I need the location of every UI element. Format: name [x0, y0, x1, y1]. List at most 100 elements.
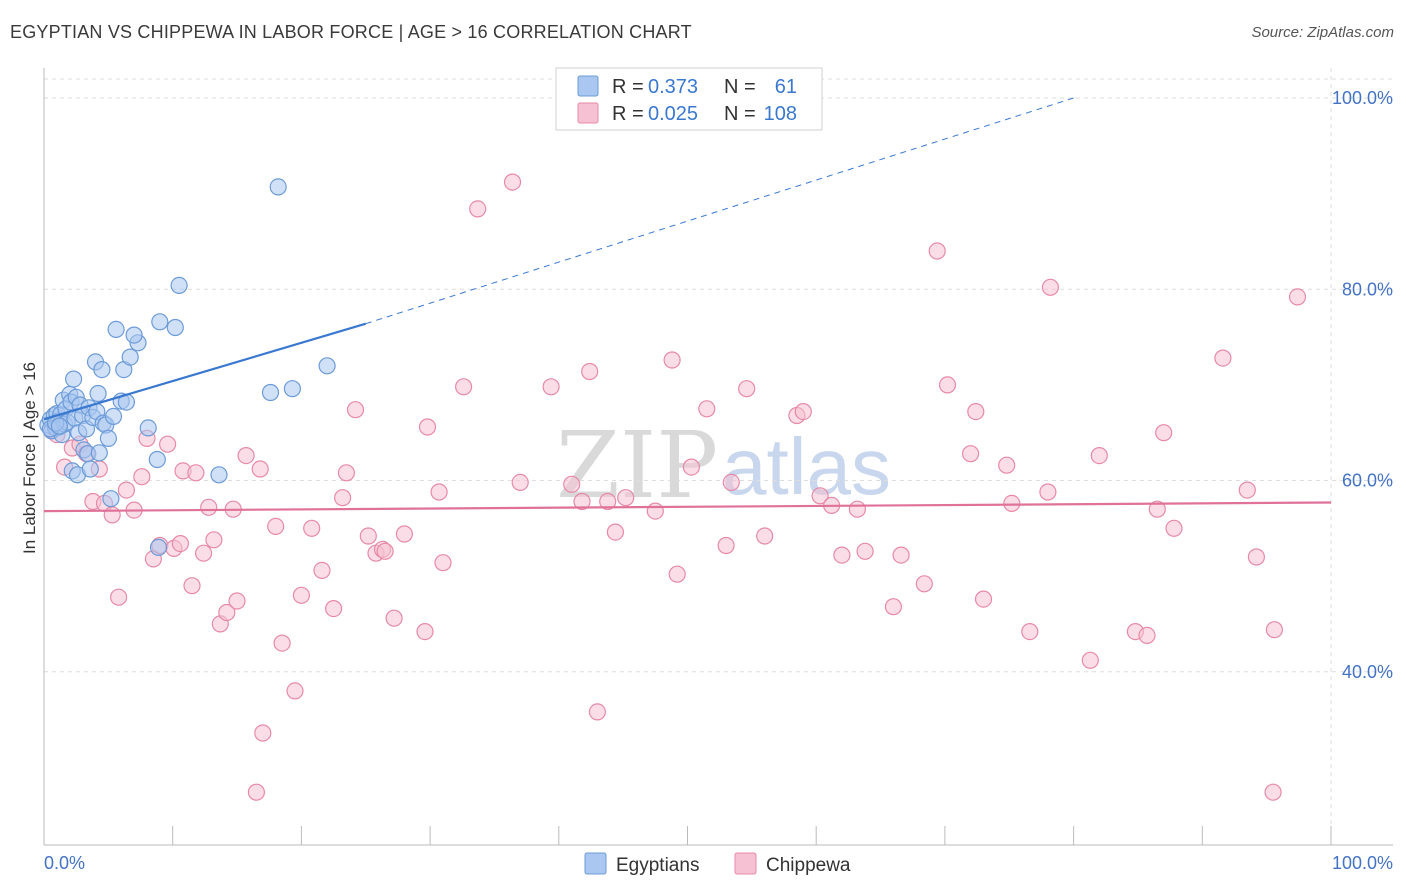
chippewa-point-34	[267, 517, 285, 536]
chippewa-point-79	[833, 546, 851, 564]
chippewa-point-56	[503, 173, 522, 191]
chippewa-point-9	[103, 506, 121, 524]
chippewa-point-63	[599, 492, 617, 511]
chippewa-point-41	[334, 489, 352, 507]
chippewa-point-72	[722, 473, 740, 491]
egyptians-point-50	[151, 313, 169, 331]
y-tick-label-3: 40.0%	[1342, 662, 1393, 682]
chippewa-point-69	[682, 458, 701, 476]
legend-box: R = 0.373 N = 61 R = 0.025 N = 108	[555, 67, 823, 131]
egyptians-point-47	[139, 419, 157, 437]
chippewa-point-103	[1238, 481, 1256, 499]
egyptians-point-39	[104, 407, 123, 425]
chippewa-point-17	[159, 435, 177, 453]
egyptians-point-17	[64, 370, 83, 388]
chippewa-point-85	[928, 242, 946, 260]
egyptians-point-55	[269, 178, 287, 196]
y-tick-label-2: 60.0%	[1342, 471, 1393, 491]
chippewa-point-98	[1138, 626, 1156, 645]
egyptians-trend-line	[43, 322, 367, 421]
egyptians-point-37	[99, 429, 118, 447]
bottom-legend-swatch-egyptians	[584, 852, 607, 875]
chippewa-point-33	[254, 724, 272, 742]
chippewa-point-48	[385, 609, 403, 627]
chippewa-point-47	[376, 542, 394, 560]
chippewa-point-80	[848, 500, 867, 518]
chippewa-point-77	[811, 487, 829, 505]
y-tick-label-0: 100.0%	[1332, 88, 1393, 108]
chippewa-point-11	[117, 481, 136, 499]
chippewa-point-50	[416, 622, 434, 641]
chippewa-point-23	[195, 544, 213, 562]
chippewa-point-64	[606, 523, 625, 541]
egyptians-point-33	[90, 444, 108, 462]
legend-n-label-chippewa: N =	[724, 103, 756, 125]
chippewa-point-100	[1155, 424, 1173, 442]
egyptians-point-46	[125, 326, 143, 344]
chippewa-point-65	[617, 489, 635, 507]
chippewa-point-57	[511, 473, 529, 491]
egyptians-point-49	[149, 538, 168, 557]
x-tick-label-min: 0.0%	[44, 853, 85, 873]
legend-n-label-egyptians: N =	[724, 76, 756, 98]
legend-r-value-egyptians: 0.373	[648, 76, 698, 98]
chippewa-point-29	[228, 592, 246, 610]
chippewa-point-96	[1090, 447, 1108, 465]
egyptians-point-44	[121, 348, 139, 366]
chippewa-point-106	[1265, 621, 1284, 639]
chippewa-point-95	[1081, 651, 1099, 669]
chippewa-point-40	[325, 599, 343, 618]
x-tick-label-max: 100.0%	[1332, 853, 1393, 873]
legend-swatch-egyptians	[577, 75, 599, 97]
chippewa-point-44	[359, 527, 377, 545]
bottom-legend-swatch-chippewa	[734, 852, 757, 875]
chippewa-point-76	[794, 403, 812, 421]
chippewa-point-42	[337, 464, 355, 482]
egyptians-point-28	[81, 460, 99, 478]
chippewa-point-10	[109, 588, 128, 606]
egyptians-series	[39, 178, 336, 557]
chippewa-point-52	[430, 483, 448, 501]
chippewa-point-59	[563, 475, 581, 493]
egyptians-point-34	[93, 361, 111, 379]
chippewa-point-19	[171, 534, 189, 553]
chippewa-point-88	[967, 403, 985, 421]
chippewa-point-101	[1165, 519, 1183, 537]
chippewa-point-60	[573, 492, 591, 511]
chippewa-point-49	[395, 525, 413, 543]
bottom-legend-label-chippewa: Chippewa	[766, 855, 851, 876]
chippewa-point-39	[313, 561, 331, 580]
egyptians-point-40	[107, 320, 125, 338]
egyptians-point-60	[50, 417, 69, 435]
chippewa-point-53	[434, 554, 452, 572]
chippewa-point-27	[218, 603, 236, 622]
chippewa-point-89	[974, 590, 993, 608]
y-axis-tick-labels: 100.0% 80.0% 60.0% 40.0%	[1332, 88, 1393, 682]
egyptians-point-56	[283, 380, 301, 398]
chippewa-trend-line	[43, 501, 1332, 513]
chippewa-point-68	[668, 565, 686, 583]
x-axis-ticks	[172, 826, 1332, 845]
chippewa-point-90	[998, 456, 1016, 474]
legend-frame	[555, 67, 823, 131]
egyptians-point-52	[170, 276, 188, 294]
chippewa-point-99	[1148, 500, 1166, 518]
chippewa-point-24	[200, 498, 218, 516]
chart-source: Source: ZipAtlas.com	[1251, 24, 1394, 41]
chippewa-point-43	[346, 401, 365, 419]
chippewa-point-94	[1041, 278, 1060, 296]
egyptians-point-48	[148, 450, 166, 469]
y-tick-label-1: 80.0%	[1342, 279, 1393, 299]
legend-r-value-chippewa: 0.025	[648, 103, 698, 125]
egyptians-trend-line-extension	[365, 97, 1074, 325]
chippewa-point-71	[717, 536, 735, 555]
chippewa-point-37	[292, 586, 310, 604]
chippewa-point-35	[273, 634, 291, 652]
chippewa-point-83	[892, 546, 910, 564]
egyptians-point-51	[166, 318, 184, 337]
chippewa-point-61	[581, 362, 599, 381]
watermark-atlas: atlas	[722, 422, 891, 511]
chippewa-point-86	[938, 376, 957, 394]
chippewa-point-73	[738, 380, 756, 398]
egyptians-point-57	[318, 357, 336, 375]
